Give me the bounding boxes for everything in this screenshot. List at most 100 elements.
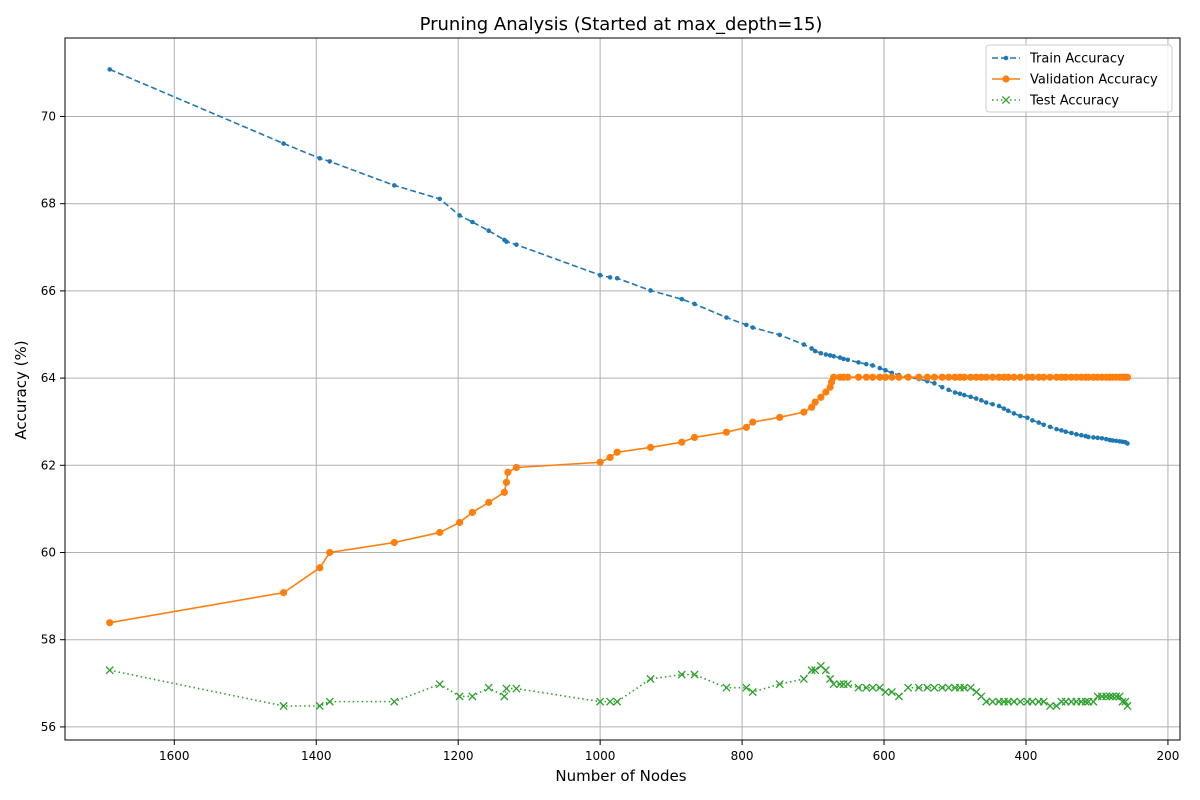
validation-accuracy-point [326,548,334,557]
legend: Train Accuracy Validation Accuracy Test Ac… [985,44,1173,113]
train-accuracy-point [837,355,843,360]
validation-accuracy-point [776,413,784,421]
train-accuracy-point [1086,434,1091,440]
validation-accuracy-point [606,453,614,462]
test-accuracy-point [835,680,845,689]
validation-accuracy-point [1040,373,1048,381]
validation-accuracy-point [862,373,870,381]
train-accuracy-point [514,242,519,247]
test-accuracy-point [748,687,757,697]
validation-accuracy-point [512,463,520,472]
train-accuracy-point [777,332,783,338]
train-accuracy-point [327,159,333,164]
validation-accuracy-point [106,619,114,627]
train-accuracy-point [1074,432,1079,437]
test-accuracy-point [1028,697,1037,706]
validation-accuracy-point [436,528,444,537]
train-accuracy-point [1063,429,1069,435]
validation-accuracy-point [808,403,816,411]
validation-accuracy-point [1072,373,1080,381]
y-tick-label: 66 [41,284,56,298]
y-tick-label: 70 [41,109,56,123]
test-accuracy-point [826,674,835,684]
validation-accuracy-point [504,468,512,476]
validation-accuracy-point [844,373,852,381]
train-accuracy-point [392,183,397,188]
test-accuracy-point [894,692,904,701]
train-accuracy-point [597,272,603,278]
test-accuracy-point [468,692,477,701]
validation-accuracy-point [1067,373,1076,381]
test-accuracy-point [854,683,863,692]
test-accuracy-point [930,683,939,692]
x-tick-label: 800 [731,749,754,763]
test-accuracy-point [646,674,655,684]
test-accuracy-point [1108,692,1117,701]
validation-accuracy-point [1035,373,1043,381]
validation-accuracy-point [646,443,655,452]
validation-accuracy-point [279,589,288,597]
test-accuracy-point [502,684,511,693]
train-accuracy-point [841,356,846,362]
validation-accuracy-point [1016,373,1024,381]
test-accuracy-point [868,683,877,692]
validation-accuracy-point [468,508,476,516]
chart-title: Pruning Analysis (Started at max_depth=1… [420,14,823,35]
train-accuracy-point [863,361,869,367]
legend-label: Test Accuracy [1029,94,1119,109]
train-accuracy-point [818,350,824,356]
train-accuracy-point [1125,441,1130,446]
test-accuracy-point [1089,697,1098,706]
plot-frame [64,37,1181,741]
test-accuracy-point [923,683,932,692]
train-accuracy-point [317,156,323,161]
validation-accuracy-point [904,373,912,381]
y-tick-label: 60 [41,546,56,560]
validation-accuracy-point [500,488,508,496]
train-accuracy-point [1079,432,1084,438]
test-accuracy-point [500,692,509,701]
train-accuracy-point [1005,408,1011,414]
train-accuracy-point [1047,424,1053,430]
validation-accuracy-point [1010,373,1018,381]
test-accuracy-point [914,683,923,692]
train-accuracy-point [281,141,286,146]
y-tick-label: 68 [41,197,56,211]
validation-accuracy-point [951,373,959,381]
test-accuracy-point [1112,692,1121,701]
validation-accuracy-point [923,373,931,381]
test-accuracy-point [1046,701,1055,711]
train-accuracy-point [952,390,958,395]
train-accuracy-point [1091,435,1096,440]
train-accuracy-point [1095,435,1100,441]
test-accuracy-point [821,666,830,675]
validation-accuracy-point [960,373,968,381]
legend-box [985,44,1173,113]
test-accuracy-point [1081,697,1090,706]
validation-accuracy-point [811,398,819,406]
test-accuracy-point [613,697,622,706]
validation-accuracy-point [945,373,953,381]
y-axis-label: Accuracy (%) [12,340,30,439]
train-accuracy-point [801,342,807,347]
train-accuracy-point [827,353,833,358]
test-accuracy-point [606,697,615,706]
series-2 [105,661,1132,711]
series-1 [106,373,1132,627]
validation-accuracy-point [982,373,990,381]
validation-accuracy-point [822,388,830,396]
train-accuracy-point [823,352,829,357]
test-accuracy-point [881,687,890,697]
train-accuracy-point [1041,422,1047,428]
validation-accuracy-point [830,373,838,381]
train-accuracy-point [961,392,967,398]
y-tick-label: 64 [41,371,56,385]
test-accuracy-point [722,683,731,692]
validation-accuracy-point [1004,373,1012,381]
validation-accuracy-point [869,373,877,381]
validation-accuracy-point [390,538,398,547]
test-accuracy-point [944,683,953,692]
validation-accuracy-point [817,393,825,401]
train-accuracy-point [812,348,818,354]
x-tick-label: 1400 [301,749,332,763]
